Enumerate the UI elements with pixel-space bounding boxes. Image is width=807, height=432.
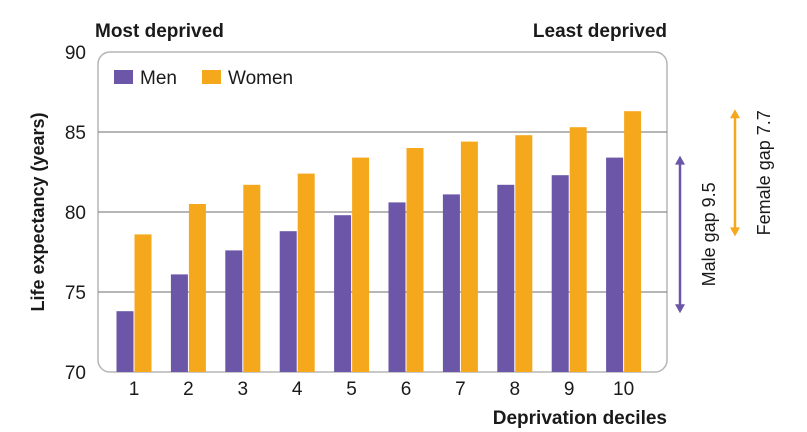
x-tick-labels: 1 2 3 4 5 6 7 8 9 10 bbox=[129, 379, 634, 400]
x-tick-label: 2 bbox=[183, 379, 194, 400]
y-tick-label: 70 bbox=[65, 363, 86, 384]
x-tick-label: 7 bbox=[455, 379, 466, 400]
bar-women-7 bbox=[460, 141, 478, 372]
male-gap-label: Male gap 9.5 bbox=[699, 182, 719, 286]
y-axis-title: Life expectancy (years) bbox=[28, 112, 48, 311]
y-tick-label: 80 bbox=[65, 203, 86, 224]
y-tick-label: 90 bbox=[65, 43, 86, 64]
bar-women-6 bbox=[406, 148, 424, 372]
x-tick-label: 10 bbox=[613, 379, 634, 400]
bar-women-8 bbox=[515, 135, 533, 372]
bar-men-2 bbox=[170, 274, 188, 372]
x-tick-label: 4 bbox=[292, 379, 303, 400]
bar-men-6 bbox=[388, 202, 406, 372]
bars bbox=[116, 111, 642, 372]
bar-women-3 bbox=[243, 184, 261, 372]
bar-women-5 bbox=[352, 157, 370, 372]
x-tick-label: 6 bbox=[401, 379, 412, 400]
y-tick-label: 85 bbox=[65, 123, 86, 144]
x-tick-label: 9 bbox=[564, 379, 575, 400]
bar-women-4 bbox=[297, 173, 315, 372]
bar-men-7 bbox=[442, 194, 460, 372]
bar-men-3 bbox=[225, 250, 243, 372]
bar-men-5 bbox=[334, 215, 352, 372]
y-tick-label: 75 bbox=[65, 283, 86, 304]
x-tick-label: 8 bbox=[510, 379, 521, 400]
x-tick-label: 1 bbox=[129, 379, 140, 400]
male-gap-arrowhead-bottom bbox=[675, 304, 685, 314]
y-tick-labels: 70 75 80 85 90 bbox=[65, 43, 86, 384]
female-gap-arrowhead-top bbox=[730, 109, 740, 119]
bar-men-4 bbox=[279, 231, 297, 372]
legend: Men Women bbox=[114, 68, 293, 89]
bar-men-10 bbox=[606, 157, 624, 372]
bar-women-10 bbox=[624, 111, 642, 372]
legend-swatch-men bbox=[114, 70, 133, 84]
x-tick-label: 5 bbox=[346, 379, 357, 400]
legend-label-men: Men bbox=[140, 68, 177, 89]
bar-women-1 bbox=[134, 234, 152, 372]
gap-annotations: Male gap 9.5 Female gap 7.7 bbox=[675, 109, 774, 314]
most-deprived-label: Most deprived bbox=[95, 21, 224, 42]
least-deprived-label: Least deprived bbox=[533, 21, 667, 42]
female-gap-label: Female gap 7.7 bbox=[754, 110, 774, 235]
bar-women-9 bbox=[569, 127, 587, 372]
bar-men-1 bbox=[116, 311, 134, 372]
male-gap-arrowhead-top bbox=[675, 155, 685, 165]
legend-label-women: Women bbox=[228, 68, 293, 89]
x-axis-title: Deprivation deciles bbox=[493, 408, 667, 429]
bar-women-2 bbox=[188, 204, 206, 372]
bar-men-9 bbox=[551, 175, 569, 372]
legend-swatch-women bbox=[202, 70, 221, 84]
female-gap-arrowhead-bottom bbox=[730, 227, 740, 237]
bar-men-8 bbox=[497, 184, 515, 372]
x-tick-label: 3 bbox=[238, 379, 249, 400]
